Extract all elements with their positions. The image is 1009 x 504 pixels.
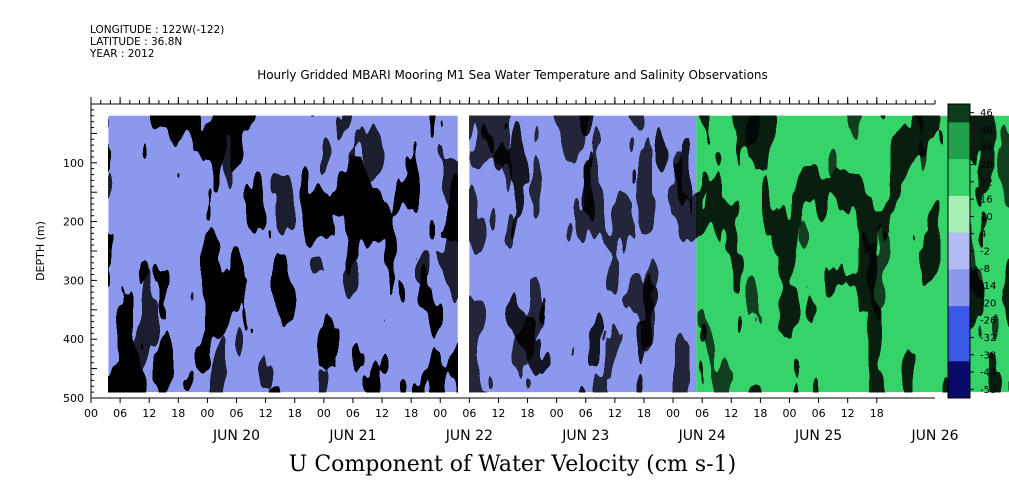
y-axis-label: DEPTH (m) xyxy=(34,221,47,281)
y-tick-label: 300 xyxy=(63,274,84,287)
x-hour-tick-label: 06 xyxy=(346,407,360,420)
colorbar-segment xyxy=(948,342,970,362)
colorbar-segment xyxy=(948,287,970,307)
heatmap-cell-block xyxy=(108,115,458,393)
colorbar-segment xyxy=(948,379,970,399)
heatmap-region xyxy=(108,115,458,393)
x-hour-tick-label: 12 xyxy=(841,407,855,420)
colorbar-segment xyxy=(948,324,970,344)
longitude-label: LONGITUDE : 122W(-122) xyxy=(90,24,225,36)
heatmap-cell-block xyxy=(469,115,697,393)
colorbar-segment xyxy=(948,269,970,289)
y-tick-label: 500 xyxy=(63,392,84,405)
colorbar-label: -20 xyxy=(980,298,996,309)
x-hour-tick-label: 06 xyxy=(113,407,127,420)
colorbar-segment xyxy=(948,159,970,178)
x-hour-tick-label: 00 xyxy=(666,407,680,420)
variable-title: U Component of Water Velocity (cm s-1) xyxy=(288,452,737,477)
x-hour-tick-label: 18 xyxy=(870,407,884,420)
x-day-label: JUN 20 xyxy=(212,428,260,444)
x-day-label: JUN 26 xyxy=(910,428,958,444)
x-hour-tick-label: 00 xyxy=(317,407,331,420)
y-tick-label: 200 xyxy=(63,216,84,229)
colorbar-label: 40 xyxy=(980,125,993,136)
axes: 00 06 12 18 00 06 12 18 00 06 12 18 00 06 12 18 00 06 12 18… xyxy=(34,97,959,444)
x-hour-tick-label: 12 xyxy=(724,407,738,420)
x-hour-tick-label: 18 xyxy=(753,407,767,420)
x-hour-tick-label: 18 xyxy=(288,407,302,420)
colorbar-label: 34 xyxy=(980,143,993,154)
colorbar-label: -32 xyxy=(980,333,996,344)
x-hour-tick-label: 00 xyxy=(433,407,447,420)
x-hour-tick-label: 12 xyxy=(491,407,505,420)
colorbar-segment xyxy=(948,177,970,197)
colorbar-segment xyxy=(948,361,970,381)
colorbar-label: 10 xyxy=(980,212,993,223)
x-hour-tick-label: 00 xyxy=(84,407,98,420)
colorbar-label: -8 xyxy=(980,264,990,275)
colorbar-label: -44 xyxy=(980,368,996,379)
colorbar-label: -38 xyxy=(980,350,996,361)
x-hour-tick-label: 12 xyxy=(375,407,389,420)
colorbar-segment xyxy=(948,232,970,252)
colorbar-segment xyxy=(948,214,970,234)
x-hour-tick-label: 18 xyxy=(521,407,535,420)
colorbar: 46 40 34 28 22 16 10 4 -2 -8 -14 -20 -26 -32 -38 -44 -50 xyxy=(947,103,996,399)
x-day-label: JUN 22 xyxy=(445,428,493,444)
x-hour-tick-label: 06 xyxy=(230,407,244,420)
x-hour-tick-label: 12 xyxy=(142,407,156,420)
x-hour-tick-label: 00 xyxy=(550,407,564,420)
colorbar-segment xyxy=(948,122,970,142)
y-tick-label: 100 xyxy=(63,157,84,170)
colorbar-label: -50 xyxy=(980,385,996,396)
colorbar-label: -2 xyxy=(980,247,990,258)
latitude-label: LATITUDE : 36.8N xyxy=(90,36,183,48)
x-hour-tick-label: 06 xyxy=(462,407,476,420)
colorbar-label: -26 xyxy=(980,316,996,327)
axis-frame xyxy=(90,97,936,403)
x-hour-tick-label: 00 xyxy=(200,407,214,420)
year-label: YEAR : 2012 xyxy=(90,48,155,60)
colorbar-segment xyxy=(948,195,970,215)
colorbar-label: 46 xyxy=(980,108,993,119)
x-day-label: JUN 23 xyxy=(561,428,609,444)
heatmap-field xyxy=(108,115,1009,393)
chart-title: Hourly Gridded MBARI Mooring M1 Sea Wate… xyxy=(257,68,768,82)
colorbar-label: 4 xyxy=(980,229,986,240)
x-hour-tick-label: 18 xyxy=(637,407,651,420)
colorbar-segment xyxy=(948,140,970,160)
x-hour-tick-label: 18 xyxy=(171,407,185,420)
colorbar-label: -14 xyxy=(980,281,996,292)
colorbar-segment xyxy=(948,306,970,325)
x-hour-tick-label: 00 xyxy=(782,407,796,420)
colorbar-label: 28 xyxy=(980,160,993,171)
x-hour-tick-label: 12 xyxy=(608,407,622,420)
colorbar-label: 22 xyxy=(980,177,993,188)
colorbar-segment xyxy=(948,104,970,123)
x-hour-tick-label: 12 xyxy=(259,407,273,420)
colorbar-label: 16 xyxy=(980,195,993,206)
x-day-label: JUN 25 xyxy=(794,428,842,444)
colorbar-segment xyxy=(948,251,970,270)
x-day-label: JUN 24 xyxy=(678,428,726,444)
heatmap-region xyxy=(469,115,697,393)
x-hour-tick-label: 06 xyxy=(695,407,709,420)
x-hour-tick-label: 06 xyxy=(812,407,826,420)
x-day-label: JUN 21 xyxy=(328,428,376,444)
x-hour-tick-label: 06 xyxy=(579,407,593,420)
x-hour-tick-label: 18 xyxy=(404,407,418,420)
y-tick-label: 400 xyxy=(63,333,84,346)
